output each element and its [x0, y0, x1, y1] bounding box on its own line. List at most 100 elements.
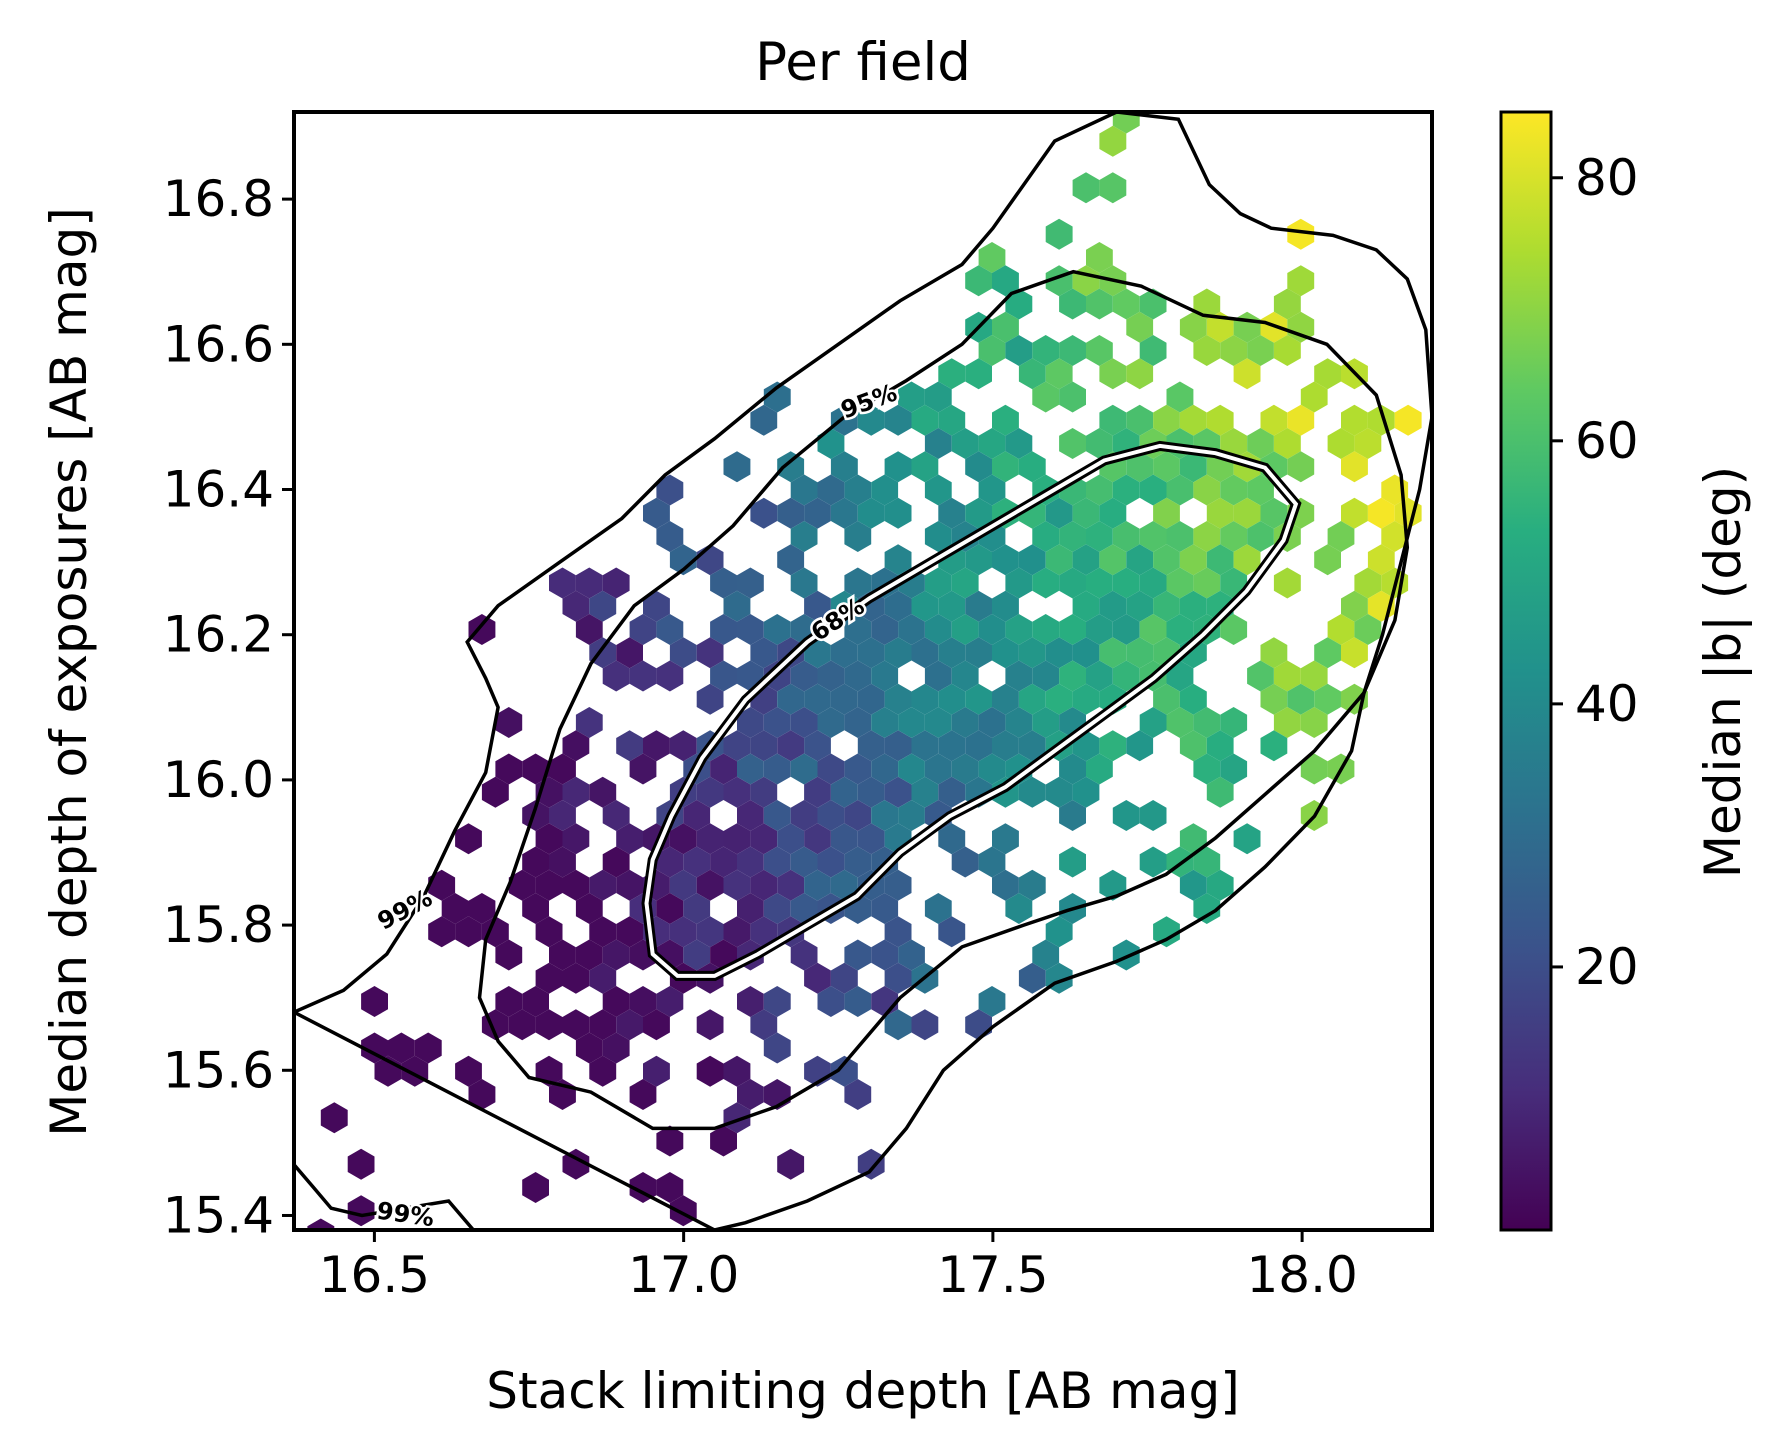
hexbin-cell — [898, 614, 925, 645]
hexbin-cell — [1179, 869, 1207, 901]
plot-area: 68%95%99%99% — [292, 110, 1434, 1232]
hexbin-cell — [723, 1055, 751, 1087]
hexbin-cell — [844, 939, 872, 971]
hexbin-cell — [1032, 521, 1060, 552]
hexbin-cell — [884, 590, 912, 622]
hexbin-cell — [656, 614, 684, 645]
hexbin-cell — [1112, 614, 1140, 645]
hexbin-cell — [737, 800, 764, 831]
hexbin-cell — [1045, 358, 1073, 390]
plot-frame — [292, 110, 1434, 1232]
hexbin-cell — [951, 753, 979, 785]
hexbin-cell — [428, 916, 456, 948]
hexbin-cell — [951, 707, 979, 738]
hexbin-cell — [1341, 451, 1368, 483]
hexbin-cell — [307, 1218, 335, 1230]
hexbin-cell — [830, 962, 858, 994]
hexbin-cell — [1126, 311, 1154, 343]
hexbin-cell — [710, 846, 737, 878]
hexbin-cell — [575, 1032, 603, 1064]
hexbin-cell — [1314, 637, 1341, 669]
hexbin-cell — [1206, 404, 1234, 436]
hexbin-cell — [1086, 288, 1113, 320]
hexbin-cell — [830, 451, 858, 483]
hexbin-cell — [1099, 544, 1127, 576]
hexbin-cell — [1072, 637, 1100, 669]
hexbin-cell — [790, 893, 818, 924]
hexbin-cell — [911, 637, 939, 669]
hexbin-cell — [1059, 660, 1086, 692]
hexbin-cell — [830, 776, 858, 808]
hexbin-cell — [602, 939, 630, 971]
hexbin-cell — [992, 265, 1019, 297]
hexbin-cell — [978, 428, 1006, 459]
x-tick-label: 17.5 — [937, 1246, 1048, 1304]
hexbin-cell — [361, 986, 388, 1017]
hexbin-cell — [1247, 428, 1274, 459]
hexbin-cell — [562, 776, 590, 808]
hexbin-cell — [817, 800, 845, 831]
hexbin-cell — [575, 707, 603, 738]
hexbin-cell — [1153, 451, 1180, 483]
hexbin-cell — [1233, 823, 1261, 855]
hexbin-cell — [1099, 404, 1127, 436]
hexbin-cell — [1086, 753, 1113, 785]
hexbin-cell — [1166, 707, 1194, 738]
hexbin-cell — [938, 916, 966, 948]
hexbin-cell — [522, 846, 549, 878]
hexbin-cell — [495, 939, 523, 971]
hexbin-cell — [737, 567, 764, 599]
hexbin-cell — [884, 544, 912, 576]
hexbin-cell — [737, 707, 764, 738]
hexbin-cell — [723, 590, 751, 622]
hexbin-cell — [696, 683, 724, 715]
hexbin-cell — [1166, 474, 1194, 506]
hexbin-cell — [602, 660, 630, 692]
hexbin-cell — [1300, 707, 1328, 738]
hexbin-cell — [710, 1125, 737, 1157]
hexbin-cell — [857, 637, 885, 669]
hexbin-cell — [616, 916, 643, 948]
hexbin-cell — [1112, 474, 1140, 506]
hexbin-cell — [871, 800, 899, 831]
hexbin-cell — [602, 846, 630, 878]
hexbin-cell — [710, 614, 737, 645]
contour-99-line — [294, 112, 1432, 1230]
hexbin-cell — [562, 590, 590, 622]
hexbin-cell — [1086, 474, 1113, 506]
hexbin-cell — [1166, 521, 1194, 552]
hexbin-cell — [1139, 335, 1167, 366]
hexbin-cell — [669, 916, 697, 948]
hexbin-cell — [1018, 730, 1046, 762]
hexbin-cell — [1018, 683, 1046, 715]
hexbin-cell — [589, 916, 617, 948]
hexbin-cell — [549, 939, 576, 971]
hexbin-cell — [911, 730, 939, 762]
hexbin-cell — [1126, 590, 1154, 622]
hexbin-cell — [589, 776, 617, 808]
x-tick-label: 16.5 — [319, 1246, 430, 1304]
hexbin-cell — [1166, 567, 1194, 599]
y-axis: 15.4 15.6 15.8 16.0 16.2 16.4 16.6 16.8 — [163, 170, 294, 1244]
hexbin-cell — [804, 869, 831, 901]
hexbin-cell — [938, 590, 966, 622]
hexbin-cell — [468, 1079, 496, 1110]
hexbin-cell — [1072, 776, 1100, 808]
hexbin-cell — [763, 800, 791, 831]
hexbin-cell — [1059, 335, 1086, 366]
hexbin-cell — [1139, 614, 1167, 645]
hexbin-cell — [320, 1102, 348, 1134]
hexbin-cell — [1018, 776, 1046, 808]
hexbin-cell — [1018, 544, 1046, 576]
hexbin-cell — [347, 1148, 375, 1180]
hexbin-cell — [589, 869, 617, 901]
contour-layer: 68%95%99%99% — [294, 112, 1432, 1230]
hexbin-cell — [790, 567, 818, 599]
hexbin-cell — [629, 660, 657, 692]
hexbin-cell — [1247, 660, 1274, 692]
hexbin-cell — [643, 730, 670, 762]
hexbin-cell — [1341, 404, 1368, 436]
hexbin-cell — [616, 869, 643, 901]
hexbin-cell — [696, 869, 724, 901]
hexbin-cell — [656, 1125, 684, 1157]
